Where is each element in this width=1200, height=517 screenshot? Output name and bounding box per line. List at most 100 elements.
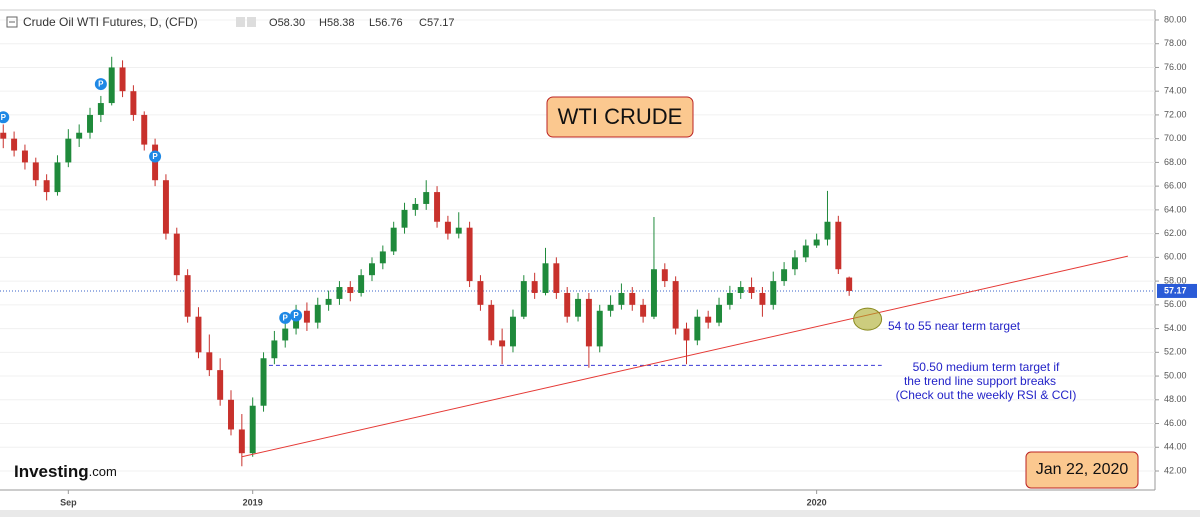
pivot-marker xyxy=(94,78,107,91)
header-ohlc: L56.76 xyxy=(369,17,403,29)
pivot-label: P xyxy=(152,152,158,161)
candle-body xyxy=(531,281,538,293)
candle-body xyxy=(596,310,603,347)
candle-body xyxy=(32,162,39,181)
candle-body xyxy=(726,292,733,305)
candle-body xyxy=(325,298,332,305)
candle-body xyxy=(509,316,516,347)
candle-body xyxy=(379,251,386,264)
y-tick-label: 76.00 xyxy=(1164,62,1187,72)
candle-body xyxy=(737,287,744,293)
grid: 42.00 44.00 46.00 48.00 50.00 52.00 54.00 56.00… xyxy=(0,14,1187,507)
pivot-label: P xyxy=(1,113,7,122)
candle-body xyxy=(466,227,473,282)
candle-body xyxy=(390,227,397,252)
candle-body xyxy=(748,287,755,293)
footer-strip xyxy=(0,510,1200,517)
header-ohlc-value: 56.76 xyxy=(375,17,403,29)
candle-body xyxy=(260,358,267,406)
candle-body xyxy=(303,310,310,323)
candle-body xyxy=(141,114,148,145)
candle-body xyxy=(434,192,441,222)
y-tick-label: 60.00 xyxy=(1164,252,1187,262)
candle-body xyxy=(195,316,202,353)
candle-body xyxy=(683,328,690,341)
candle-body xyxy=(759,292,766,305)
candle-body xyxy=(347,287,354,293)
candle-body xyxy=(672,281,679,329)
medium-target-note: (Check out the weekly RSI & CCI) xyxy=(896,388,1077,402)
candle-body xyxy=(640,304,647,317)
candle-body xyxy=(173,233,180,276)
price-tag-label: 57.17 xyxy=(1164,285,1187,295)
x-tick-label: Sep xyxy=(60,497,77,507)
candle-body xyxy=(184,275,191,317)
candle-body xyxy=(162,180,169,234)
candle-body xyxy=(228,399,234,430)
y-tick-label: 58.00 xyxy=(1164,275,1187,285)
candle-body xyxy=(607,304,614,311)
candle-body xyxy=(369,263,375,276)
pivot-label: P xyxy=(98,80,104,89)
candle-body xyxy=(97,103,104,115)
candle-body xyxy=(477,281,484,305)
x-tick-label: 2020 xyxy=(807,497,827,507)
pivot-marker xyxy=(149,150,162,163)
logo: Investing.com xyxy=(14,462,117,481)
header-ohlc: O58.30 xyxy=(269,17,305,29)
y-tick-label: 54.00 xyxy=(1164,323,1187,333)
candle-body xyxy=(314,304,321,323)
candle-body xyxy=(130,91,137,115)
candle-body xyxy=(553,263,560,293)
near-target-note: 54 to 55 near term target xyxy=(888,319,1021,333)
pivot-marker xyxy=(0,111,10,124)
medium-target-note: 50.50 medium term target if xyxy=(913,360,1060,374)
candle-body xyxy=(238,429,245,454)
candle-body xyxy=(846,277,853,291)
pivot-label: P xyxy=(293,311,299,320)
candle-body xyxy=(76,132,83,139)
candle-body xyxy=(108,67,115,104)
pivot-marker xyxy=(279,311,292,324)
date-box-text: Jan 22, 2020 xyxy=(1036,461,1129,478)
candle-body xyxy=(824,221,831,240)
y-tick-label: 48.00 xyxy=(1164,394,1187,404)
title-box xyxy=(546,96,694,138)
candle-body xyxy=(21,150,28,163)
candle-body xyxy=(781,269,788,282)
logo-suffix: .com xyxy=(89,464,117,479)
overlay: Crude Oil WTI Futures, D, (CFD) WTI CRUD… xyxy=(0,15,1197,489)
y-tick-label: 62.00 xyxy=(1164,228,1187,238)
candle-body xyxy=(65,138,72,163)
y-tick-label: 46.00 xyxy=(1164,418,1187,428)
y-tick-label: 56.00 xyxy=(1164,299,1187,309)
candle-body xyxy=(249,405,256,454)
candle-body xyxy=(401,209,408,228)
y-tick-label: 68.00 xyxy=(1164,157,1187,167)
candle-body xyxy=(770,281,777,305)
x-tick-label: 2019 xyxy=(243,497,263,507)
candle-body xyxy=(716,304,723,323)
y-tick-label: 78.00 xyxy=(1164,38,1187,48)
y-tick-label: 70.00 xyxy=(1164,133,1187,143)
y-tick-label: 72.00 xyxy=(1164,109,1187,119)
pivot-label: P xyxy=(283,314,289,323)
header-ohlc-value: 58.30 xyxy=(278,17,306,29)
collapse-icon[interactable] xyxy=(6,16,18,28)
candle-body xyxy=(650,269,657,317)
y-tick-label: 80.00 xyxy=(1164,14,1187,24)
candle-body xyxy=(835,221,842,270)
header-ohlc-value: 58.38 xyxy=(327,17,355,29)
candle-body xyxy=(629,292,636,305)
eye-icon[interactable] xyxy=(236,17,245,27)
candle-body xyxy=(282,328,289,341)
header-ohlc-label: L xyxy=(369,17,375,29)
y-tick-label: 52.00 xyxy=(1164,347,1187,357)
y-tick-label: 64.00 xyxy=(1164,204,1187,214)
settings-icon[interactable] xyxy=(247,17,256,27)
candle-body xyxy=(542,263,549,293)
header-ohlc-value: 57.17 xyxy=(427,17,455,29)
candle-body xyxy=(694,316,701,341)
candle-body xyxy=(705,316,712,323)
